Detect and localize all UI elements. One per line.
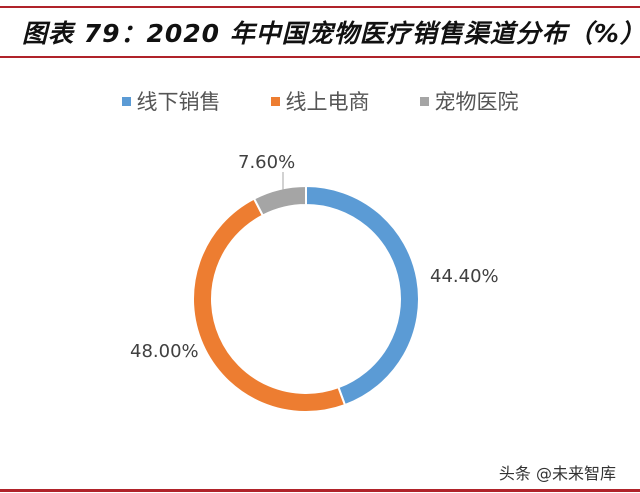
slice-offline [305, 184, 420, 407]
legend-item-offline: 线下销售 [121, 86, 221, 116]
watermark: 头条 @未来智库 [498, 464, 616, 483]
legend-label: 宠物医院 [434, 90, 519, 114]
title-rule [0, 56, 640, 58]
legend: 线下销售 线上电商 宠物医院 [0, 86, 640, 116]
legend-swatch [419, 96, 429, 106]
data-label-hospital: 7.60% [238, 152, 295, 173]
chart-title: 图表 79：2020 年中国宠物医疗销售渠道分布（%） [22, 19, 640, 48]
legend-item-hospital: 宠物医院 [419, 86, 519, 116]
legend-swatch [121, 96, 131, 106]
legend-label: 线下销售 [136, 90, 221, 114]
bottom-rule [0, 489, 640, 492]
data-label-offline: 44.40% [430, 266, 499, 287]
slice-hospital [252, 184, 307, 217]
top-rule [0, 6, 640, 8]
legend-item-online: 线上电商 [270, 86, 370, 116]
data-label-online: 48.00% [130, 341, 199, 362]
legend-swatch [270, 96, 280, 106]
legend-label: 线上电商 [285, 90, 370, 114]
slice-online [192, 197, 347, 413]
